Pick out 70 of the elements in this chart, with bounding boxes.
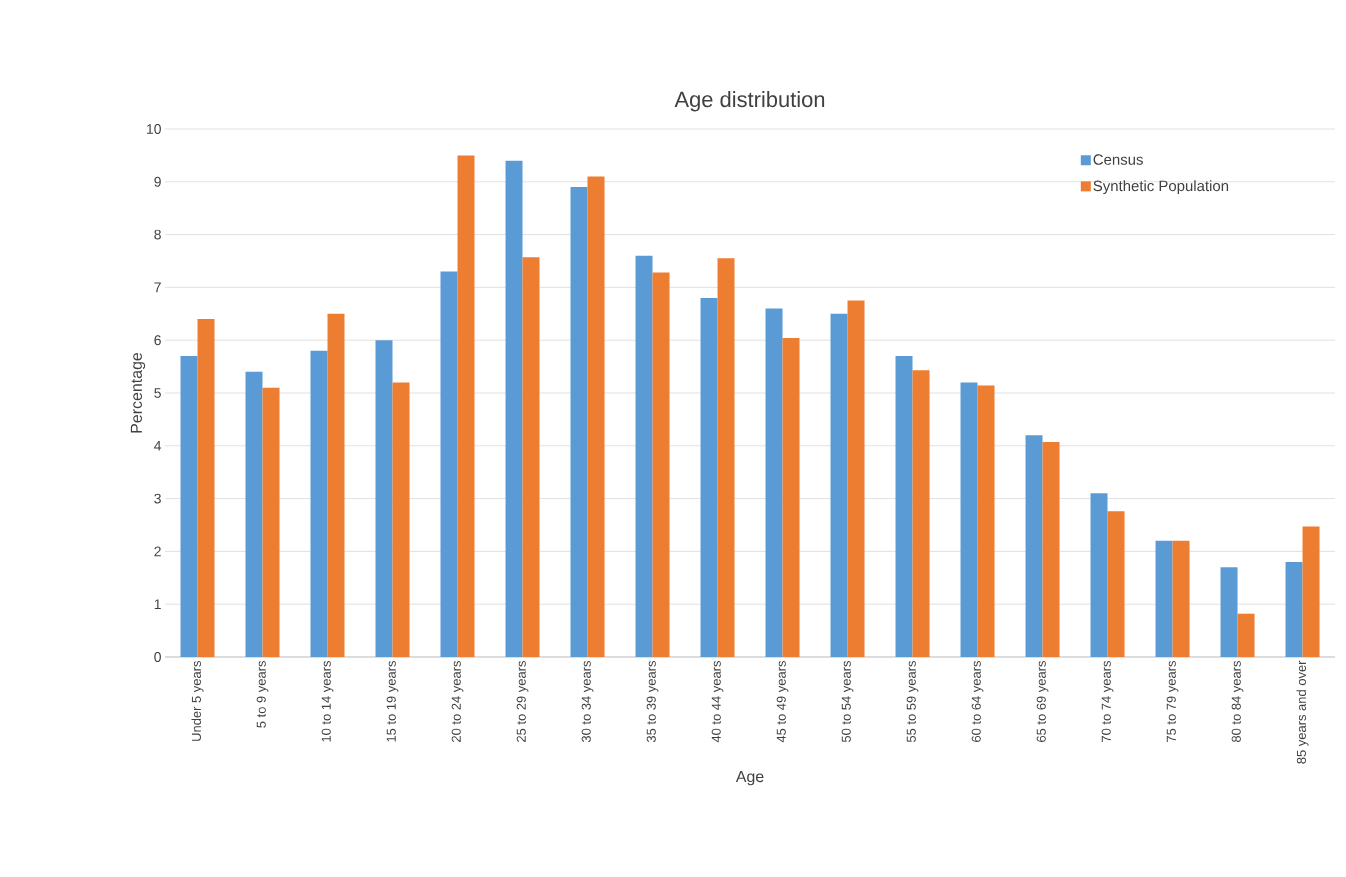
x-tick-label: 30 to 34 years [581, 661, 594, 743]
chart-title: Age distribution [674, 91, 825, 112]
bar [717, 258, 735, 657]
bar [1220, 567, 1238, 657]
x-tick-label: 50 to 54 years [841, 661, 854, 743]
y-tick-label: 1 [154, 599, 161, 609]
bar [310, 350, 328, 657]
bar [262, 387, 280, 657]
bar [440, 271, 458, 657]
y-tick-label: 2 [154, 546, 161, 557]
bar [960, 382, 978, 657]
bar [392, 382, 410, 657]
y-tick-label: 0 [154, 652, 161, 662]
bar [1025, 435, 1043, 657]
bar [847, 300, 865, 657]
bar [782, 338, 800, 657]
x-tick-label: 45 to 49 years [776, 661, 789, 743]
bar [1155, 540, 1173, 657]
bar [570, 187, 588, 657]
x-tick-label: 55 to 59 years [906, 661, 919, 743]
bar [1237, 613, 1255, 657]
legend-label: Synthetic Population [1093, 180, 1229, 195]
x-tick-label: 15 to 19 years [386, 661, 399, 742]
bar [505, 160, 523, 657]
y-tick-label: 9 [154, 176, 161, 187]
bar [457, 155, 475, 657]
y-tick-label: 7 [154, 282, 161, 293]
x-tick-label: 35 to 39 years [646, 661, 659, 743]
x-axis-title: Age [735, 771, 764, 786]
bar [327, 313, 345, 657]
x-tick-label: 60 to 64 years [971, 661, 984, 742]
bar [1107, 511, 1125, 657]
x-tick-label: 40 to 44 years [711, 661, 724, 743]
bar [1042, 442, 1060, 657]
legend-label: Census [1093, 154, 1143, 165]
bar [652, 272, 670, 657]
bar [197, 319, 215, 657]
y-tick-label: 8 [154, 229, 161, 240]
x-tick-label: 70 to 74 years [1101, 661, 1114, 742]
bar [180, 356, 198, 657]
x-tick-label: 25 to 29 years [516, 661, 529, 742]
bar [830, 313, 848, 657]
bar [635, 255, 653, 657]
x-tick-label: 85 years and over [1296, 660, 1309, 764]
bar [912, 370, 930, 657]
bar [1285, 561, 1303, 657]
y-tick-label: 6 [154, 335, 161, 346]
bar [1090, 493, 1108, 657]
y-axis-title: Percentage [130, 352, 146, 433]
x-tick-label: 20 to 24 years [451, 661, 464, 742]
x-tick-label: 75 to 79 years [1166, 661, 1179, 742]
bar [895, 356, 913, 657]
bar [765, 308, 783, 657]
y-tick-label: 3 [154, 493, 161, 504]
x-tick-label: 65 to 69 years [1036, 661, 1049, 742]
x-tick-label: 80 to 84 years [1231, 661, 1244, 743]
bar [375, 340, 393, 657]
y-tick-label: 10 [147, 124, 161, 134]
bar [700, 297, 718, 657]
x-tick-label: 5 to 9 years [256, 660, 269, 728]
bar [1302, 526, 1320, 657]
y-tick-label: 4 [154, 441, 162, 451]
bar [245, 371, 263, 657]
bar [522, 257, 540, 657]
y-tick-label: 5 [154, 388, 161, 398]
bar [1172, 540, 1190, 657]
bar [587, 176, 605, 657]
x-tick-label: Under 5 years [191, 661, 204, 741]
bar [977, 385, 995, 657]
x-tick-label: 10 to 14 years [321, 661, 334, 742]
